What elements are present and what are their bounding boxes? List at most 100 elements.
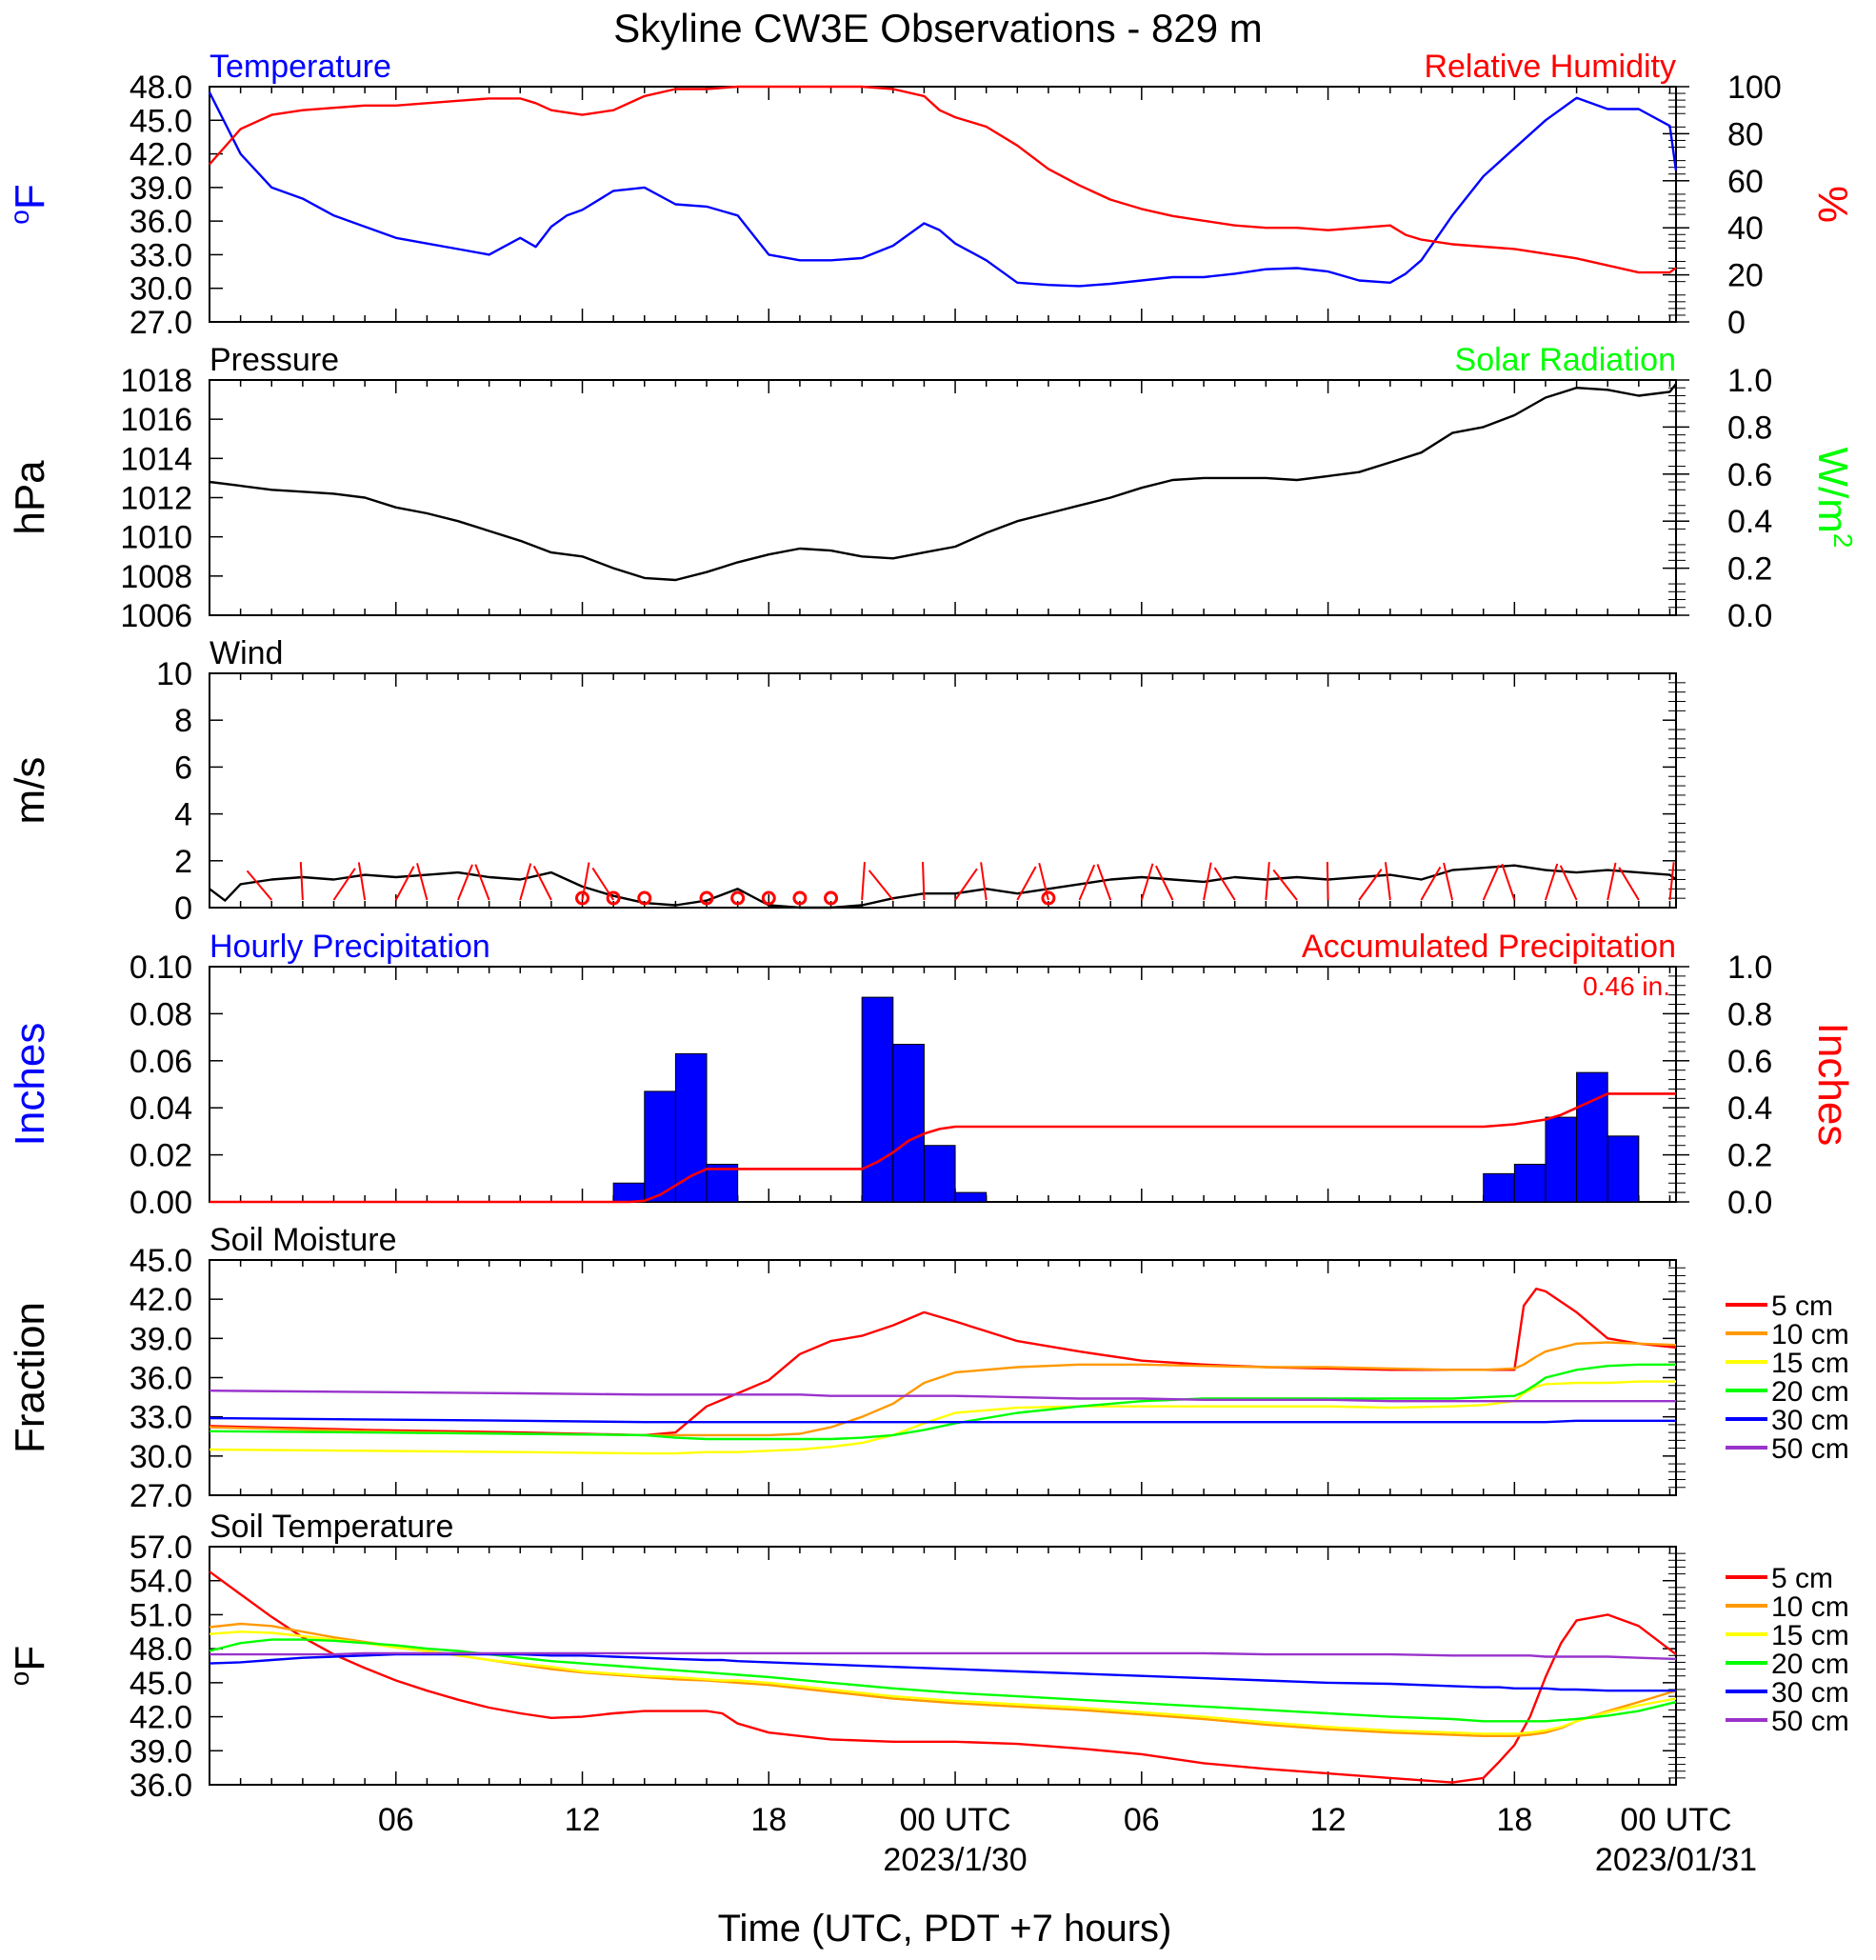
y-tick-label: 57.0 [130,1530,192,1566]
y-tick-label: 30.0 [130,1439,192,1475]
y-tick-label: 42.0 [130,137,192,173]
precip-bar [1513,1163,1547,1203]
total-precip-annotation: 0.46 in. [1583,971,1670,1001]
wind-barb [1668,862,1675,901]
y-tick-label: 33.0 [130,1400,192,1436]
series-line-20-cm [209,1363,1676,1441]
y-tick-label: 0.08 [130,996,192,1032]
y-tick-label: 1008 [120,559,192,595]
y-right-tick-label: 0.4 [1727,504,1772,540]
calm-wind-marker [824,890,839,906]
series-line-20-cm [209,1638,1677,1723]
plot-frame [209,1546,1677,1786]
x-date-label: 2023/01/31 [1595,1842,1757,1878]
legend-label: 10 cm [1771,1591,1849,1623]
calm-wind-marker [606,890,621,906]
series-line-50-cm [209,1389,1676,1403]
wind-barb [246,870,273,901]
y-axis-label-left: oF [5,1646,53,1686]
panel-soil_moisture: 45.042.039.0 36.033.030.027.0 Soil Moistur… [7,1222,1849,1514]
precip-bar [892,1044,925,1203]
x-tick-label: 18 [750,1802,787,1838]
wind-barb [1078,864,1096,901]
y-tick-label: 48.0 [130,1631,192,1668]
series-line-30-cm [209,1416,1676,1424]
y-tick-label: 0 [174,890,192,927]
wind-barb [474,864,490,901]
y-right-tick-label: 40 [1727,210,1764,247]
calm-wind-marker [1041,890,1056,906]
panel-title-right: Solar Radiation [1455,342,1676,378]
wind-barb [1265,862,1270,901]
legend-label: 50 cm [1771,1706,1849,1737]
series-line-relative-humidity [209,85,1677,274]
wind-barb [591,867,614,901]
panel-title-left: Wind [210,635,283,671]
y-right-tick-label: 60 [1727,164,1764,200]
precip-bar [923,1145,956,1203]
wind-barb [457,864,473,901]
y-tick-label: 36.0 [130,1361,192,1397]
panel-title-left: Soil Moisture [210,1222,397,1258]
y-tick-label: 42.0 [130,1282,192,1318]
y-right-tick-label: 20 [1727,258,1764,294]
legend-label: 15 cm [1771,1348,1849,1379]
wind-barb [1443,862,1454,901]
y-right-tick-label: 1.0 [1727,363,1772,399]
wind-barb [1155,865,1174,901]
wind-barb [1384,862,1391,901]
x-tick-label: 06 [1124,1802,1160,1838]
y-axis-label-left: hPa [7,460,53,535]
y-tick-label: 8 [174,703,192,739]
y-right-tick-label: 0.6 [1727,457,1772,493]
calm-wind-marker [575,890,590,906]
precip-bar [954,1191,988,1203]
x-tick-label: 00 UTC [899,1802,1010,1838]
legend-label: 5 cm [1771,1290,1833,1322]
wind-barb [519,863,532,901]
y-tick-label: 6 [174,750,192,786]
y-tick-label: 1014 [120,441,192,477]
y-right-tick-label: 0.4 [1727,1090,1772,1127]
y-axis-label-right: W/m2 [1809,448,1858,549]
y-tick-label: 33.0 [130,237,192,273]
wind-barb [922,861,926,901]
wind-barb [861,862,866,901]
legend-label: 15 cm [1771,1620,1849,1651]
x-date-label: 2023/1/30 [883,1842,1027,1878]
x-tick-label: 06 [378,1802,414,1838]
x-tick-label: 18 [1496,1802,1532,1838]
panel-title-right: Accumulated Precipitation [1302,929,1676,965]
y-tick-label: 51.0 [130,1597,192,1633]
y-tick-label: 2 [174,844,192,880]
wind-barb [1482,865,1500,901]
y-tick-label: 27.0 [130,305,192,341]
series-line-5-cm [209,1570,1677,1784]
y-right-tick-label: 0.2 [1727,1138,1772,1174]
precip-bar [1576,1071,1608,1203]
precip-bar [644,1090,676,1203]
series-line-pressure [209,383,1677,582]
y-axis-label-right: % [1809,186,1856,223]
wind-barb [980,862,988,901]
legend-label: 5 cm [1771,1563,1833,1594]
y-right-tick-label: 0.2 [1727,551,1772,588]
y-tick-label: 48.0 [130,70,192,106]
series-line-30-cm [209,1652,1676,1692]
wind-barb [1326,861,1329,901]
panel-soil_temp: 57.054.051.048.045.042.039.036.0 Soil Tem… [5,1509,1849,1804]
y-tick-label: 1016 [120,402,192,438]
y-tick-label: 45.0 [130,103,192,139]
precip-bar [1545,1116,1578,1203]
y-axis-label-left: Inches [7,1023,53,1147]
y-axis-label-right: Inches [1809,1023,1856,1147]
precip-bar [861,996,894,1203]
series-line-accumulated-precipitation [210,1092,1676,1204]
legend-label: 30 cm [1771,1677,1849,1709]
wind-barb [1559,865,1578,901]
y-right-tick-label: 1.0 [1727,950,1772,986]
series-line-temperature [208,91,1678,288]
y-tick-label: 0.04 [130,1090,192,1127]
y-tick-label: 36.0 [130,204,192,240]
